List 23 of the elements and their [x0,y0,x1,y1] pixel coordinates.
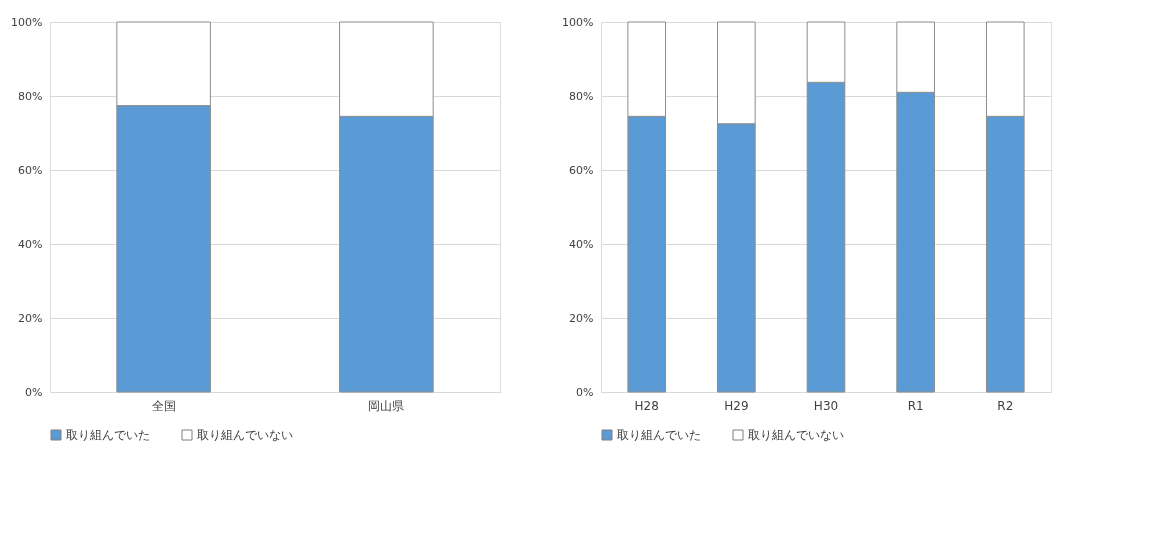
x-tick-label: R1 [907,398,924,413]
y-tick-label: 20% [18,311,43,325]
y-tick-label: 40% [569,237,594,251]
legend-label: 取り組んでいない [748,428,844,442]
y-tick-label: 100% [562,15,594,29]
y-tick-label: 80% [569,89,594,103]
x-tick-label: 岡山県 [368,398,405,413]
y-tick-label: 60% [18,163,43,177]
legend-label: 取り組んでいた [66,428,150,442]
legend-label: 取り組んでいない [197,428,293,442]
y-tick-label: 0% [25,385,43,399]
y-tick-label: 100% [11,15,43,29]
y-tick-label: 40% [18,237,43,251]
y-tick-label: 80% [18,89,43,103]
y-tick-label: 0% [576,385,594,399]
legend-label: 取り組んでいた [617,428,701,442]
x-tick-label: 全国 [151,398,176,413]
y-tick-label: 60% [569,163,594,177]
x-tick-label: H29 [724,398,749,413]
x-tick-label: R2 [997,398,1014,413]
y-tick-label: 20% [569,311,594,325]
x-tick-label: H30 [813,398,839,413]
x-tick-label: H28 [634,398,659,413]
